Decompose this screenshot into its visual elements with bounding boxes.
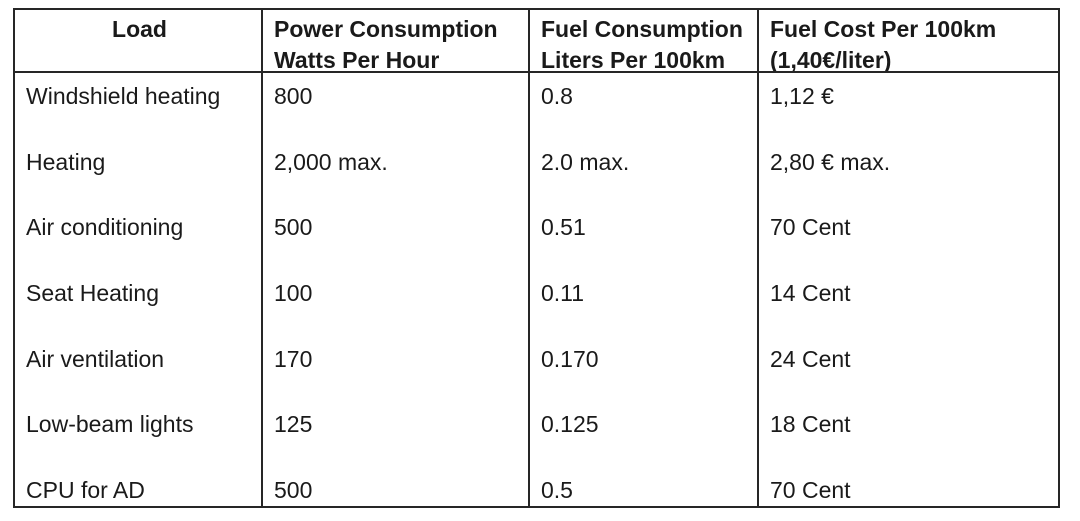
column-header-line: Load [112, 16, 167, 42]
cell-fuel: 0.170 [528, 335, 757, 402]
cell-cost: 18 Cent [757, 401, 1058, 467]
column-header-line: (1,40€/liter) [770, 47, 892, 71]
table-body: Windshield heating 800 0.8 1,12 € Heatin… [15, 73, 1058, 506]
cell-fuel: 0.8 [528, 73, 757, 139]
column-header-line: Liters Per 100km [541, 47, 726, 71]
table-row: Heating 2,000 max. 2.0 max. 2,80 € max. [15, 138, 1058, 205]
column-header-load: Load [15, 10, 261, 71]
column-header-line: Fuel Consumption [541, 16, 743, 42]
column-header-line: Power Consumption [274, 16, 498, 42]
column-header-fuel-consumption: Fuel Consumption Liters Per 100km [528, 10, 757, 71]
cell-power: 125 [261, 401, 528, 467]
column-header-power-consumption: Power Consumption Watts Per Hour [261, 10, 528, 71]
cell-load: Windshield heating [26, 83, 221, 109]
cell-power: 170 [261, 335, 528, 402]
table-row: Low-beam lights 125 0.125 18 Cent [15, 401, 1058, 467]
power-consumption-table: Load Power Consumption Watts Per Hour Fu… [13, 8, 1060, 508]
column-header-line: Watts Per Hour [274, 47, 440, 71]
cell-power: 500 [261, 204, 528, 270]
table-row: CPU for AD 500 0.5 70 Cent [15, 466, 1058, 506]
cell-power: 2,000 max. [261, 138, 528, 205]
cell-cost: 2,80 € max. [757, 138, 1058, 205]
column-header-line: Fuel Cost Per 100km [770, 16, 997, 42]
cell-fuel: 0.11 [528, 269, 757, 336]
table-row: Windshield heating 800 0.8 1,12 € [15, 73, 1058, 139]
cell-load: Air ventilation [26, 345, 165, 372]
cell-fuel: 0.125 [528, 401, 757, 467]
cell-cost: 1,12 € [757, 73, 1058, 139]
cell-cost: 24 Cent [757, 335, 1058, 402]
cell-cost: 14 Cent [757, 269, 1058, 336]
cell-cost: 70 Cent [757, 204, 1058, 270]
table-row: Air conditioning 500 0.51 70 Cent [15, 204, 1058, 270]
cell-load: Seat Heating [26, 279, 159, 306]
cell-load: Low-beam lights [26, 411, 194, 438]
cell-load: CPU for AD [26, 476, 145, 503]
cell-fuel: 2.0 max. [528, 138, 757, 205]
cell-fuel: 0.5 [528, 466, 757, 506]
cell-power: 800 [261, 73, 528, 139]
cell-load: Heating [26, 148, 106, 175]
table-row: Air ventilation 170 0.170 24 Cent [15, 335, 1058, 402]
cell-load: Air conditioning [26, 214, 184, 241]
cell-power: 500 [261, 466, 528, 506]
column-header-fuel-cost: Fuel Cost Per 100km (1,40€/liter) [757, 10, 1058, 71]
cell-power: 100 [261, 269, 528, 336]
table-header-row: Load Power Consumption Watts Per Hour Fu… [15, 10, 1058, 73]
table-row: Seat Heating 100 0.11 14 Cent [15, 269, 1058, 336]
cell-cost: 70 Cent [757, 466, 1058, 506]
cell-fuel: 0.51 [528, 204, 757, 270]
